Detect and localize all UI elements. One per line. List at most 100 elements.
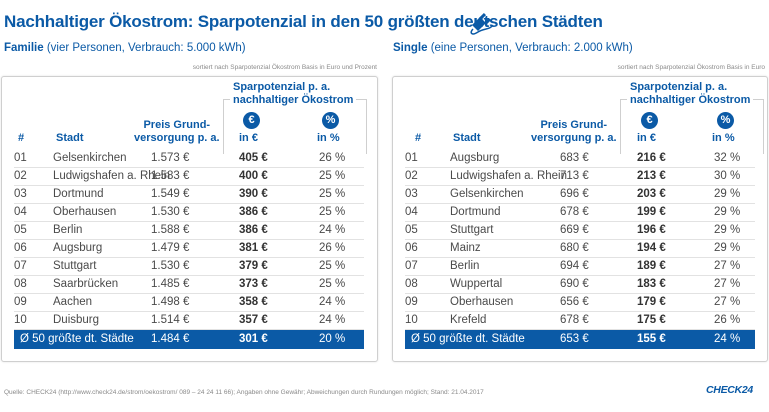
table-row: 03 Gelsenkirchen 696 € 203 € 29 % [405, 185, 755, 204]
city: Berlin [53, 224, 83, 236]
single-subtitle: Single (eine Personen, Verbrauch: 2.000 … [393, 42, 633, 54]
single-header-in-euro: in € [637, 132, 656, 144]
single-savings-group [620, 99, 764, 154]
base-price: 1.530 € [151, 260, 190, 272]
family-header-price: Preis Grund-versorgung p. a. [134, 119, 220, 145]
savings-percent: 24 % [319, 314, 346, 326]
average-savings-percent: 24 % [714, 333, 741, 345]
table-row: 04 Oberhausen 1.530 € 386 € 25 % [14, 203, 364, 222]
average-price: 1.484 € [151, 333, 190, 345]
rank: 04 [14, 206, 27, 218]
savings-euro: 405 € [239, 152, 268, 164]
rank: 09 [14, 296, 27, 308]
family-table [1, 76, 378, 362]
savings-percent: 32 % [714, 152, 741, 164]
base-price: 656 € [560, 296, 589, 308]
rank: 03 [14, 188, 27, 200]
rank: 04 [405, 206, 418, 218]
table-row: 04 Dortmund 678 € 199 € 29 % [405, 203, 755, 222]
city: Berlin [450, 260, 480, 272]
single-detail: (eine Personen, Verbrauch: 2.000 kWh) [427, 42, 633, 54]
percent-circle-icon: % [322, 112, 339, 129]
average-savings-percent: 20 % [319, 333, 346, 345]
plug-icon [470, 12, 494, 35]
rank: 02 [14, 170, 27, 182]
base-price: 1.514 € [151, 314, 190, 326]
rank: 10 [14, 314, 27, 326]
average-row: Ø 50 größte dt. Städte 1.484 € 301 € 20 … [14, 330, 364, 349]
table-row: 06 Mainz 680 € 194 € 29 % [405, 239, 755, 258]
source-footer: Quelle: CHECK24 (http://www.check24.de/s… [4, 389, 484, 396]
city: Stuttgart [450, 224, 494, 236]
euro-circle-icon: € [641, 112, 658, 129]
price-header-line1: Preis Grund- [540, 119, 608, 131]
rank: 08 [405, 278, 418, 290]
savings-euro: 189 € [637, 260, 666, 272]
rank: 06 [405, 242, 418, 254]
table-row: 09 Aachen 1.498 € 358 € 24 % [14, 293, 364, 312]
city: Aachen [53, 296, 93, 308]
rank: 02 [405, 170, 418, 182]
city: Saarbrücken [53, 278, 119, 290]
rank: 07 [405, 260, 418, 272]
city: Duisburg [53, 314, 100, 326]
savings-percent: 30 % [714, 170, 741, 182]
savings-euro: 386 € [239, 224, 268, 236]
city: Oberhausen [450, 296, 514, 308]
average-price: 653 € [560, 333, 589, 345]
table-row: 10 Duisburg 1.514 € 357 € 24 % [14, 311, 364, 330]
savings-percent: 25 % [319, 206, 346, 218]
family-label: Familie [4, 42, 44, 54]
savings-percent: 24 % [319, 224, 346, 236]
price-header-line1: Preis Grund- [143, 119, 211, 131]
savings-percent: 27 % [714, 278, 741, 290]
city: Stuttgart [53, 260, 97, 272]
rank: 07 [14, 260, 27, 272]
family-header-rank: # [18, 132, 25, 144]
savings-euro: 213 € [637, 170, 666, 182]
single-sort-note: sortiert nach Sparpotenzial Ökostrom Bas… [617, 64, 765, 71]
savings-percent: 25 % [319, 188, 346, 200]
city: Krefeld [450, 314, 487, 326]
city: Mainz [450, 242, 481, 254]
table-row: 03 Dortmund 1.549 € 390 € 25 % [14, 185, 364, 204]
rank: 05 [14, 224, 27, 236]
base-price: 1.498 € [151, 296, 190, 308]
city: Augsburg [450, 152, 500, 164]
savings-euro: 358 € [239, 296, 268, 308]
single-header-price: Preis Grund-versorgung p. a. [531, 119, 617, 145]
family-detail: (vier Personen, Verbrauch: 5.000 kWh) [43, 42, 246, 54]
savings-title-line2: nachhaltiger Ökostrom [630, 94, 751, 106]
average-row: Ø 50 größte dt. Städte 653 € 155 € 24 % [405, 330, 755, 349]
base-price: 1.479 € [151, 242, 190, 254]
rank: 05 [405, 224, 418, 236]
base-price: 1.573 € [151, 152, 190, 164]
table-row: 05 Berlin 1.588 € 386 € 24 % [14, 221, 364, 240]
rank: 01 [405, 152, 418, 164]
city: Ludwigshafen a. Rhein [53, 170, 170, 182]
base-price: 713 € [560, 170, 589, 182]
savings-euro: 390 € [239, 188, 268, 200]
price-header-line2: versorgung p. a. [134, 132, 220, 144]
city: Ludwigshafen a. Rhein [450, 170, 567, 182]
rank: 03 [405, 188, 418, 200]
table-row: 08 Saarbrücken 1.485 € 373 € 25 % [14, 275, 364, 294]
savings-euro: 183 € [637, 278, 666, 290]
family-header-city: Stadt [56, 132, 84, 144]
single-savings-title: Sparpotenzial p. a. nachhaltiger Ökostrom [627, 81, 754, 107]
savings-euro: 199 € [637, 206, 666, 218]
average-label: Ø 50 größte dt. Städte [20, 333, 134, 345]
family-sort-note: sortiert nach Sparpotenzial Ökostrom Bas… [192, 64, 377, 71]
rank: 10 [405, 314, 418, 326]
table-row: 01 Gelsenkirchen 1.573 € 405 € 26 % [14, 149, 364, 168]
savings-percent: 26 % [319, 152, 346, 164]
base-price: 678 € [560, 314, 589, 326]
rank: 01 [14, 152, 27, 164]
savings-percent: 27 % [714, 260, 741, 272]
table-row: 02 Ludwigshafen a. Rhein 713 € 213 € 30 … [405, 167, 755, 186]
base-price: 1.583 € [151, 170, 190, 182]
savings-title-line1: Sparpotenzial p. a. [630, 81, 728, 93]
savings-percent: 25 % [319, 170, 346, 182]
savings-percent: 29 % [714, 242, 741, 254]
family-savings-title: Sparpotenzial p. a. nachhaltiger Ökostrom [230, 81, 357, 107]
